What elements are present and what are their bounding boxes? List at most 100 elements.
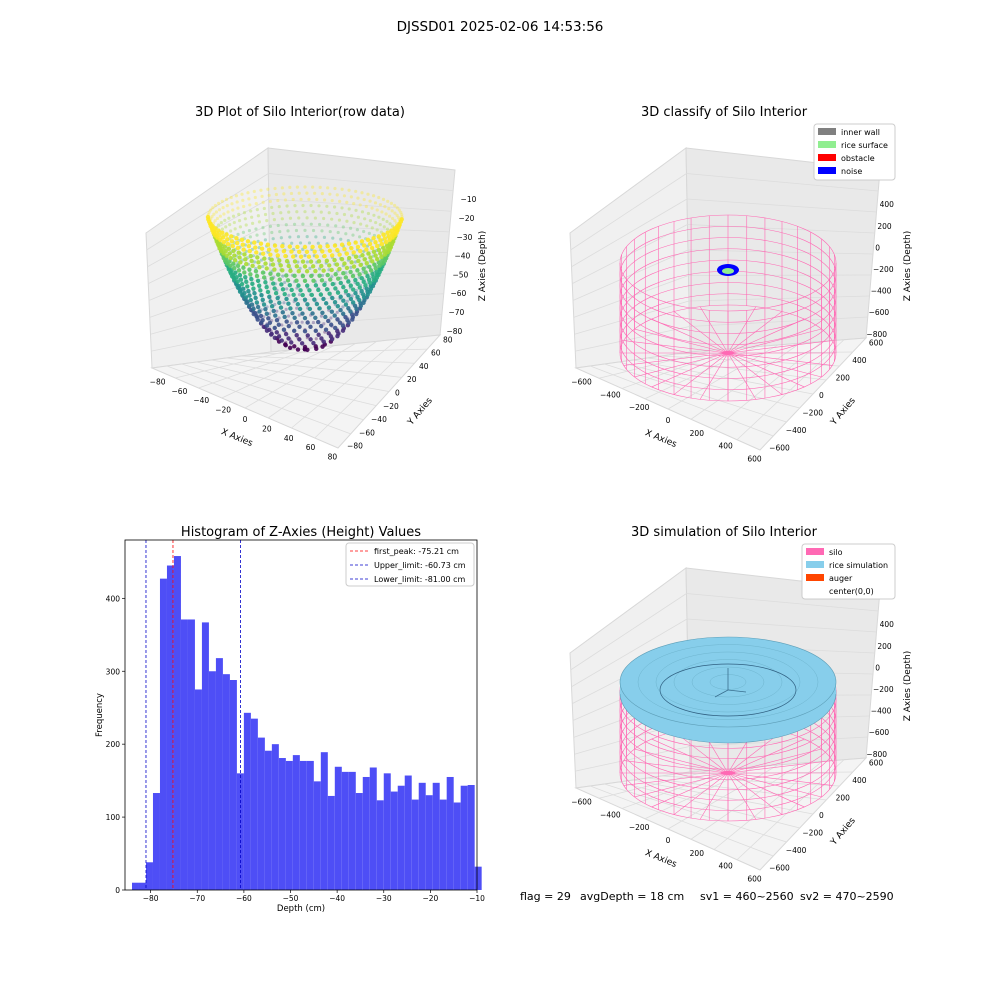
histogram-bar [383, 773, 391, 890]
data-point [328, 229, 332, 234]
data-point [277, 205, 281, 209]
data-point [311, 228, 316, 233]
data-point [244, 279, 249, 285]
data-point [268, 271, 273, 276]
silo-floor-spoke [623, 772, 729, 786]
data-point [230, 243, 235, 249]
plot-frame [124, 539, 478, 891]
data-point [354, 208, 358, 212]
data-point [381, 217, 385, 221]
data-point [313, 315, 318, 320]
data-point [342, 261, 347, 266]
z-axis-label: Z Axies (Depth) [903, 231, 913, 302]
x-tick-label: 80 [328, 453, 338, 462]
data-point [338, 199, 342, 203]
data-point [276, 223, 280, 228]
data-point [283, 198, 288, 202]
data-point [339, 242, 345, 247]
data-point [376, 260, 381, 265]
data-point [317, 222, 322, 227]
data-point [393, 203, 397, 208]
z-tick-label: 200 [877, 642, 892, 651]
x-tick-label: −400 [600, 810, 621, 819]
data-point [278, 305, 284, 310]
data-point [364, 204, 368, 209]
data-point [333, 186, 337, 191]
histogram-bar [194, 689, 202, 890]
data-point [228, 223, 232, 227]
data-point [255, 255, 260, 260]
data-point [266, 316, 271, 321]
data-point [300, 273, 306, 279]
data-point [270, 281, 276, 286]
data-point [384, 243, 390, 248]
data-point [337, 218, 342, 222]
data-point [259, 292, 264, 298]
data-point [214, 210, 218, 214]
data-point [367, 231, 371, 235]
grid-line [151, 326, 271, 352]
grid-line [147, 198, 269, 268]
data-point [211, 206, 215, 210]
legend-box [813, 123, 896, 181]
data-point [319, 336, 324, 341]
data-point [294, 264, 300, 269]
sv2-value: sv2 = 470~2590 [800, 890, 894, 903]
data-point [263, 212, 268, 217]
data-point [292, 273, 297, 279]
data-point [351, 287, 356, 292]
data-point [261, 302, 267, 307]
legend-label: silo [829, 548, 843, 557]
data-point [272, 218, 276, 222]
data-point [355, 244, 361, 250]
data-point [351, 264, 357, 269]
data-point [348, 283, 353, 288]
data-point [233, 270, 238, 275]
data-point [267, 320, 273, 325]
histogram-bar [131, 882, 139, 890]
data-point [383, 239, 389, 245]
data-point [242, 252, 247, 257]
y-axis-label: Y Axies [829, 816, 858, 848]
data-point [255, 304, 261, 310]
silo-floor-spoke [727, 318, 805, 354]
rice-contour [659, 663, 797, 717]
y-tick-label: −60 [359, 428, 375, 437]
data-point [293, 204, 297, 208]
data-point [242, 204, 246, 209]
data-point [288, 306, 293, 311]
data-point [273, 186, 277, 191]
grid-line [149, 275, 271, 318]
data-point [319, 314, 324, 318]
legend-label: rice simulation [829, 561, 888, 570]
data-point [248, 272, 253, 277]
data-point [372, 262, 377, 267]
data-point [309, 222, 313, 226]
data-point [364, 286, 370, 291]
histogram-bar [327, 795, 335, 890]
data-point [226, 246, 232, 252]
data-point [232, 258, 238, 263]
x-tick-label: −20 [215, 406, 231, 415]
histogram-bar [215, 658, 223, 890]
data-point [341, 298, 346, 303]
rice-contour [691, 666, 765, 698]
data-point [295, 185, 299, 189]
data-point [266, 187, 270, 191]
data-point [249, 209, 253, 213]
data-point [249, 302, 255, 307]
y-tick-label: 100 [106, 813, 121, 822]
data-point [382, 225, 386, 229]
data-point [378, 223, 382, 227]
data-point [247, 267, 252, 272]
silo-floor-spoke [727, 772, 805, 808]
data-point [385, 227, 390, 231]
data-point [349, 260, 354, 265]
data-point [243, 274, 248, 280]
data-point [328, 322, 334, 327]
data-point [224, 197, 229, 201]
z-tick-label: −40 [455, 252, 471, 261]
data-point [319, 263, 324, 269]
data-point [286, 301, 291, 306]
data-point [220, 230, 225, 235]
